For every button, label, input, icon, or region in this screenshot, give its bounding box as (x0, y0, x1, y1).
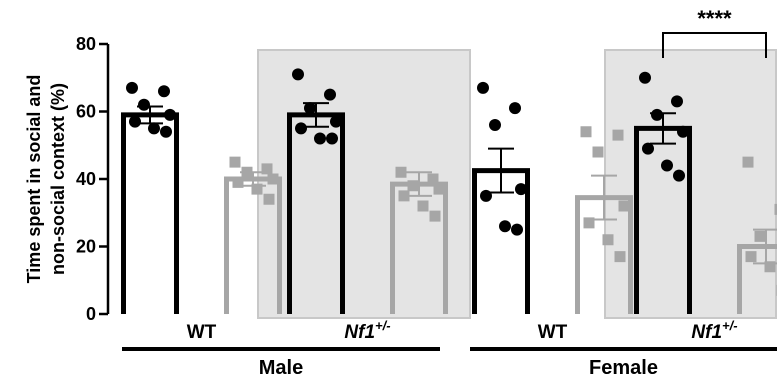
point-g0-social-4 (129, 115, 141, 128)
point-g0-non-social-0 (229, 156, 241, 168)
point-g2-non-social-6 (614, 251, 626, 263)
point-g3-social-2 (651, 108, 663, 121)
point-g0-social-6 (160, 125, 172, 138)
point-g0-social-3 (164, 108, 176, 121)
y-tick-label-60: 60 (76, 102, 96, 122)
point-g1-social-4 (295, 122, 307, 135)
point-g2-non-social-3 (618, 200, 630, 212)
point-g1-non-social-6 (429, 210, 441, 222)
point-g3-social-4 (642, 142, 654, 155)
point-g2-social-0 (477, 81, 489, 94)
genotype-label-1: Nf1+/- (344, 318, 390, 343)
y-tick-label-0: 0 (86, 304, 96, 324)
point-g2-non-social-1 (612, 129, 624, 141)
point-g2-non-social-0 (580, 126, 592, 138)
bar-g0-social (121, 112, 179, 314)
sex-label-0: Male (259, 357, 303, 379)
point-g1-social-3 (330, 115, 342, 128)
sex-label-1: Female (589, 357, 658, 379)
point-g3-social-1 (671, 95, 683, 108)
point-g3-social-0 (639, 71, 651, 84)
y-tick-label-80: 80 (76, 34, 96, 54)
genotype-label-3: Nf1+/- (691, 318, 737, 343)
point-g3-social-5 (661, 159, 673, 172)
point-g0-non-social-4 (232, 176, 244, 188)
point-g2-social-6 (511, 223, 523, 236)
point-g0-non-social-6 (263, 193, 275, 205)
point-g1-non-social-1 (427, 173, 439, 185)
point-g2-social-5 (499, 220, 511, 233)
genotype-label-2: WT (538, 322, 568, 343)
y-axis: 0 20 40 60 80 Time spent in social and non-soc… (24, 34, 110, 324)
point-g1-social-2 (304, 102, 316, 115)
point-g1-social-5 (314, 132, 326, 145)
point-g3-non-social-4 (745, 251, 757, 263)
labels: WT Nf1+/- WT Nf1+/- Male Female **** (122, 6, 777, 379)
significance-bracket (662, 32, 767, 58)
point-g1-social-6 (326, 132, 338, 145)
point-g2-social-3 (515, 183, 527, 196)
point-g3-non-social-0 (742, 156, 754, 168)
highlight-backgrounds (257, 49, 777, 319)
error-bars (137, 102, 777, 265)
point-g0-non-social-3 (267, 173, 279, 185)
point-g3-social-3 (677, 125, 689, 138)
point-g1-non-social-3 (433, 183, 445, 195)
genotype-label-0: WT (187, 322, 217, 343)
point-g0-social-5 (148, 122, 160, 135)
point-g1-non-social-5 (417, 200, 429, 212)
point-g2-non-social-4 (583, 217, 595, 229)
point-g1-social-0 (292, 68, 304, 81)
point-g0-social-1 (158, 85, 170, 98)
point-g1-non-social-2 (407, 180, 419, 192)
point-g2-non-social-2 (592, 146, 604, 158)
point-g1-social-1 (324, 88, 336, 101)
significance-label: **** (697, 6, 732, 31)
point-g0-social-2 (138, 98, 150, 111)
y-axis-label: Time spent in social and non-social conte… (24, 75, 68, 284)
point-g3-non-social-5 (764, 261, 776, 273)
y-tick-label-40: 40 (76, 169, 96, 189)
point-g2-social-2 (489, 119, 501, 131)
point-g3-non-social-2 (754, 230, 766, 242)
point-g0-non-social-5 (251, 183, 263, 195)
point-g0-social-0 (126, 81, 138, 94)
point-g0-non-social-1 (261, 163, 273, 175)
point-g2-non-social-5 (602, 234, 614, 246)
point-g3-social-6 (673, 169, 685, 182)
point-g3-non-social-1 (774, 203, 777, 215)
point-g1-non-social-0 (395, 166, 407, 178)
point-g2-social-1 (509, 102, 521, 115)
point-g1-non-social-4 (398, 190, 410, 202)
y-tick-label-20: 20 (76, 237, 96, 257)
